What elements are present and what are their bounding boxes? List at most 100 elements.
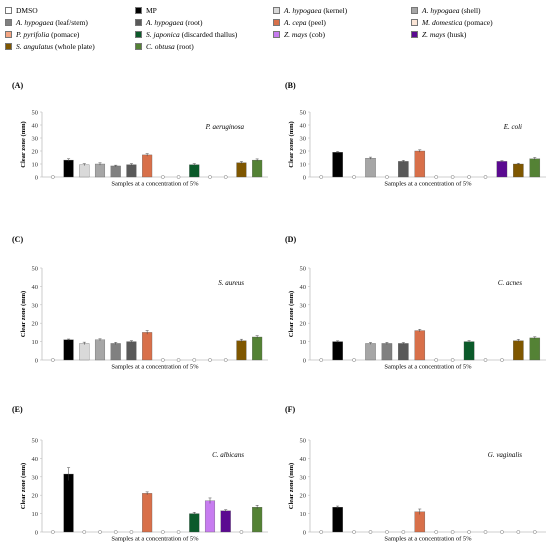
y-tick-label: 0: [303, 530, 306, 537]
bar: [496, 161, 508, 178]
legend-item: S. japonica (discarded thallus): [135, 30, 237, 39]
legend-label: (leaf/stem): [53, 18, 88, 27]
zero-marker: [352, 530, 356, 534]
y-tick-label: 20: [300, 149, 307, 156]
legend-label: (shell): [459, 6, 481, 15]
y-tick-label: 50: [32, 438, 39, 445]
legend-species: Z. mays: [422, 30, 446, 39]
bar: [236, 162, 247, 178]
legend-swatch: [273, 19, 280, 26]
zero-marker: [208, 358, 212, 362]
legend-item: M. domestica (pomace): [411, 18, 493, 27]
y-tick-label: 0: [303, 358, 306, 365]
bar: [79, 164, 90, 178]
legend-species: Z. mays: [284, 30, 308, 39]
chart-panel: (B) 0 10 20 30 40 50 Clear zone (mm) Samples at …: [285, 81, 546, 188]
bar: [252, 159, 263, 178]
y-axis-label: Clear zone (mm): [20, 463, 27, 509]
zero-marker: [176, 358, 181, 362]
legend-item: A. hypogaea (root): [135, 18, 202, 27]
bar: [332, 507, 343, 533]
y-tick-label: 40: [300, 284, 307, 291]
y-axis-label: Clear zone (mm): [288, 291, 295, 337]
zero-marker: [467, 530, 471, 534]
y-tick-label: 50: [32, 266, 39, 273]
legend-item: A. hypogaea (leaf/stem): [5, 18, 88, 27]
y-tick-label: 10: [32, 511, 39, 518]
zero-marker: [223, 358, 228, 362]
bar: [126, 341, 137, 361]
y-tick-label: 30: [300, 302, 307, 309]
legend-label: (husk): [445, 30, 467, 39]
panel-label: (E): [12, 405, 23, 414]
zero-marker: [319, 358, 324, 362]
bar: [142, 493, 153, 533]
zero-marker: [352, 175, 356, 179]
legend-label: (cob): [307, 30, 326, 39]
y-axis-label: Clear zone (mm): [288, 121, 295, 167]
bar: [79, 343, 90, 361]
organism-label: P. aeruginosa: [205, 123, 245, 131]
legend-label: (discarded thallus): [179, 30, 238, 39]
legend-species: S. angulatus: [16, 42, 54, 51]
panel-label: (B): [285, 81, 296, 90]
y-tick-label: 20: [32, 149, 39, 156]
legend-species: A. cepa: [284, 18, 307, 27]
zero-marker: [208, 175, 212, 179]
legend-swatch: [135, 31, 142, 38]
chart-panel: (C) 0 10 20 30 40 50 Clear zone (mm) Samples at …: [12, 235, 268, 371]
legend-label: DMSO: [16, 6, 38, 15]
x-axis-label: Samples at a concentration of 5%: [111, 536, 199, 543]
panel-label: (C): [12, 235, 23, 244]
zero-marker: [319, 175, 324, 179]
bar: [513, 340, 524, 361]
bar: [63, 473, 74, 533]
zero-marker: [483, 358, 488, 362]
legend-swatch: [5, 7, 12, 14]
legend-label: (kernel): [321, 6, 348, 15]
zero-marker: [483, 530, 488, 534]
bar: [529, 158, 541, 178]
bar: [414, 511, 426, 533]
legend-swatch: [411, 31, 418, 38]
bar: [142, 154, 153, 178]
organism-label: C. albicans: [212, 451, 244, 459]
chart-panel: (F) 0 10 20 30 40 50 Clear zone (mm) Samples at …: [285, 405, 546, 543]
y-tick-label: 0: [303, 175, 306, 182]
zero-marker: [450, 530, 455, 534]
legend-species: P. pyrifolia: [16, 30, 50, 39]
bar: [63, 339, 74, 361]
zero-marker: [82, 530, 87, 534]
bar: [204, 500, 216, 533]
bar: [220, 510, 231, 533]
bar: [63, 159, 74, 178]
legend-swatch: [411, 19, 418, 26]
chart-panel: (E) 0 10 20 30 40 50 Clear zone (mm) Samples at …: [12, 405, 268, 543]
bar: [414, 150, 426, 178]
y-tick-label: 0: [35, 358, 38, 365]
zero-marker: [385, 530, 389, 534]
zero-marker: [98, 530, 102, 534]
legend-label: (root): [174, 42, 194, 51]
zero-marker: [176, 530, 181, 534]
x-axis-label: Samples at a concentration of 5%: [384, 364, 472, 371]
legend-swatch: [135, 19, 142, 26]
zero-marker: [176, 175, 181, 179]
legend-item: DMSO: [5, 6, 38, 15]
y-tick-label: 30: [300, 136, 307, 143]
legend-swatch: [135, 43, 142, 50]
zero-marker: [161, 358, 165, 362]
bar: [463, 341, 475, 361]
zero-marker: [516, 530, 521, 534]
legend-species: A. hypogaea: [284, 6, 322, 15]
legend-item: S. angulatus (whole plate): [5, 42, 95, 51]
y-tick-label: 10: [32, 339, 39, 346]
legend-swatch: [5, 31, 12, 38]
zero-marker: [450, 175, 455, 179]
legend-item: A. hypogaea (kernel): [273, 6, 347, 15]
legend-label: (peel): [306, 18, 326, 27]
zero-marker: [434, 530, 439, 534]
legend-swatch: [411, 7, 418, 14]
bar: [398, 161, 409, 178]
zero-marker: [161, 175, 165, 179]
